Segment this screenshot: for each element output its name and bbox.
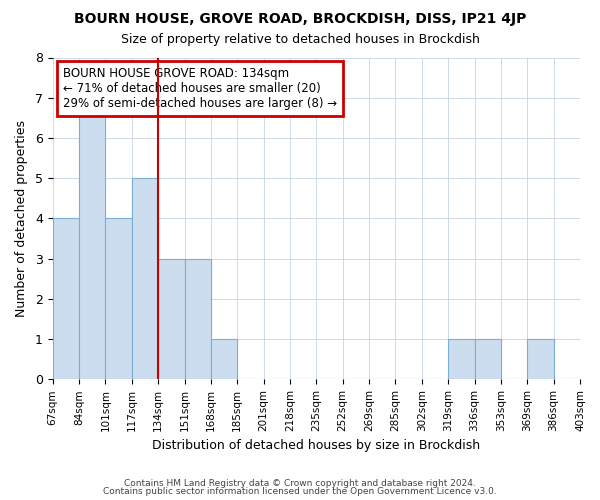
X-axis label: Distribution of detached houses by size in Brockdish: Distribution of detached houses by size … <box>152 440 481 452</box>
Text: Size of property relative to detached houses in Brockdish: Size of property relative to detached ho… <box>121 32 479 46</box>
Text: BOURN HOUSE, GROVE ROAD, BROCKDISH, DISS, IP21 4JP: BOURN HOUSE, GROVE ROAD, BROCKDISH, DISS… <box>74 12 526 26</box>
Bar <box>448 339 475 380</box>
Bar <box>158 258 185 380</box>
Text: Contains HM Land Registry data © Crown copyright and database right 2024.: Contains HM Land Registry data © Crown c… <box>124 478 476 488</box>
Bar <box>475 339 501 380</box>
Y-axis label: Number of detached properties: Number of detached properties <box>15 120 28 317</box>
Bar <box>132 178 158 380</box>
Bar <box>79 98 106 380</box>
Bar <box>211 339 237 380</box>
Bar <box>527 339 554 380</box>
Bar <box>53 218 79 380</box>
Bar <box>106 218 132 380</box>
Bar <box>185 258 211 380</box>
Text: Contains public sector information licensed under the Open Government Licence v3: Contains public sector information licen… <box>103 487 497 496</box>
Text: BOURN HOUSE GROVE ROAD: 134sqm
← 71% of detached houses are smaller (20)
29% of : BOURN HOUSE GROVE ROAD: 134sqm ← 71% of … <box>63 67 337 110</box>
